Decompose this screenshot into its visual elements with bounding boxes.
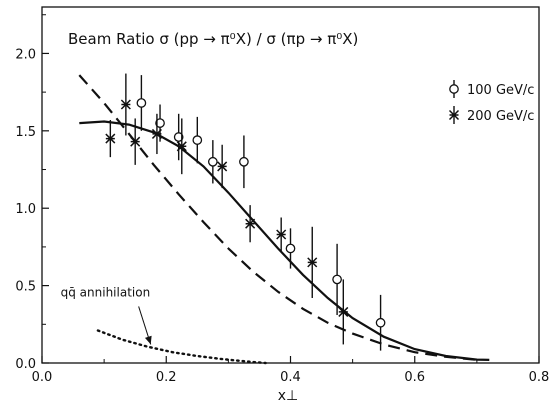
y-tick-label: 0.0	[15, 357, 36, 372]
asterisk-marker	[176, 141, 187, 152]
legend: 100 GeV/c 200 GeV/c	[448, 80, 534, 124]
x-tick-label: 0.4	[280, 370, 301, 385]
point-100	[155, 104, 165, 142]
circle-marker	[207, 156, 218, 167]
circle-marker	[332, 274, 342, 285]
y-tick-label: 2.0	[15, 47, 36, 62]
circle-marker	[155, 118, 165, 128]
point-100	[375, 294, 386, 351]
circle-marker	[173, 132, 184, 142]
legend-label-100: 100 GeV/c	[467, 83, 534, 98]
circle-marker	[375, 317, 386, 328]
asterisk-marker	[307, 257, 318, 268]
circle-marker	[285, 243, 296, 254]
asterisk-marker	[276, 229, 287, 240]
y-tick-label: 1.0	[15, 202, 36, 217]
circle-marker	[239, 156, 249, 167]
axis-ticks: 0.0 0.2 0.4 0.6 0.8 0.0 0.5 1.0 1.5 2.0	[15, 14, 550, 385]
point-100	[285, 228, 296, 269]
circle-marker	[449, 84, 459, 94]
point-200	[151, 113, 162, 155]
point-200	[217, 144, 228, 189]
y-tick-label: 0.5	[15, 280, 36, 295]
x-tick-label: 0.8	[529, 370, 550, 385]
asterisk-marker	[120, 99, 131, 110]
point-200	[120, 73, 131, 136]
circle-marker	[136, 98, 147, 108]
legend-marker-200	[448, 106, 460, 124]
point-200	[130, 118, 141, 165]
data-points	[105, 73, 386, 351]
point-100	[173, 113, 184, 161]
dotted-curve	[96, 329, 267, 365]
dashed-curve	[78, 74, 478, 361]
y-tick-label: 1.5	[15, 125, 36, 140]
point-200	[307, 226, 318, 298]
point-100	[239, 135, 249, 189]
annotation-label: qq̄ annihilation	[61, 285, 151, 299]
point-100	[207, 140, 218, 184]
x-axis-title: x⊥	[278, 388, 298, 404]
asterisk-marker	[105, 133, 116, 144]
fit-curves	[78, 74, 490, 365]
asterisk-marker	[448, 109, 460, 121]
asterisk-marker	[217, 161, 228, 172]
asterisk-marker	[338, 306, 349, 317]
asterisk-marker	[151, 128, 162, 139]
asterisk-marker	[245, 218, 256, 229]
point-200	[276, 217, 287, 252]
point-100	[332, 243, 342, 316]
legend-label-200: 200 GeV/c	[467, 109, 534, 124]
plot-frame	[41, 6, 540, 364]
x-tick-label: 0.2	[156, 370, 177, 385]
circle-marker	[192, 135, 203, 145]
solid-curve	[79, 120, 490, 361]
point-200	[245, 205, 256, 243]
point-200	[176, 118, 187, 175]
x-tick-label: 0.6	[404, 370, 425, 385]
point-200	[105, 119, 116, 158]
legend-marker-100	[449, 80, 459, 98]
point-200	[338, 279, 349, 345]
x-tick-label: 0.0	[32, 370, 53, 385]
chart-title: Beam Ratio σ (pp → π⁰X) / σ (πp → π⁰X)	[68, 30, 358, 48]
asterisk-marker	[130, 136, 141, 147]
point-100	[136, 75, 147, 131]
annotation-arrowhead	[144, 335, 152, 345]
point-100	[192, 116, 203, 164]
